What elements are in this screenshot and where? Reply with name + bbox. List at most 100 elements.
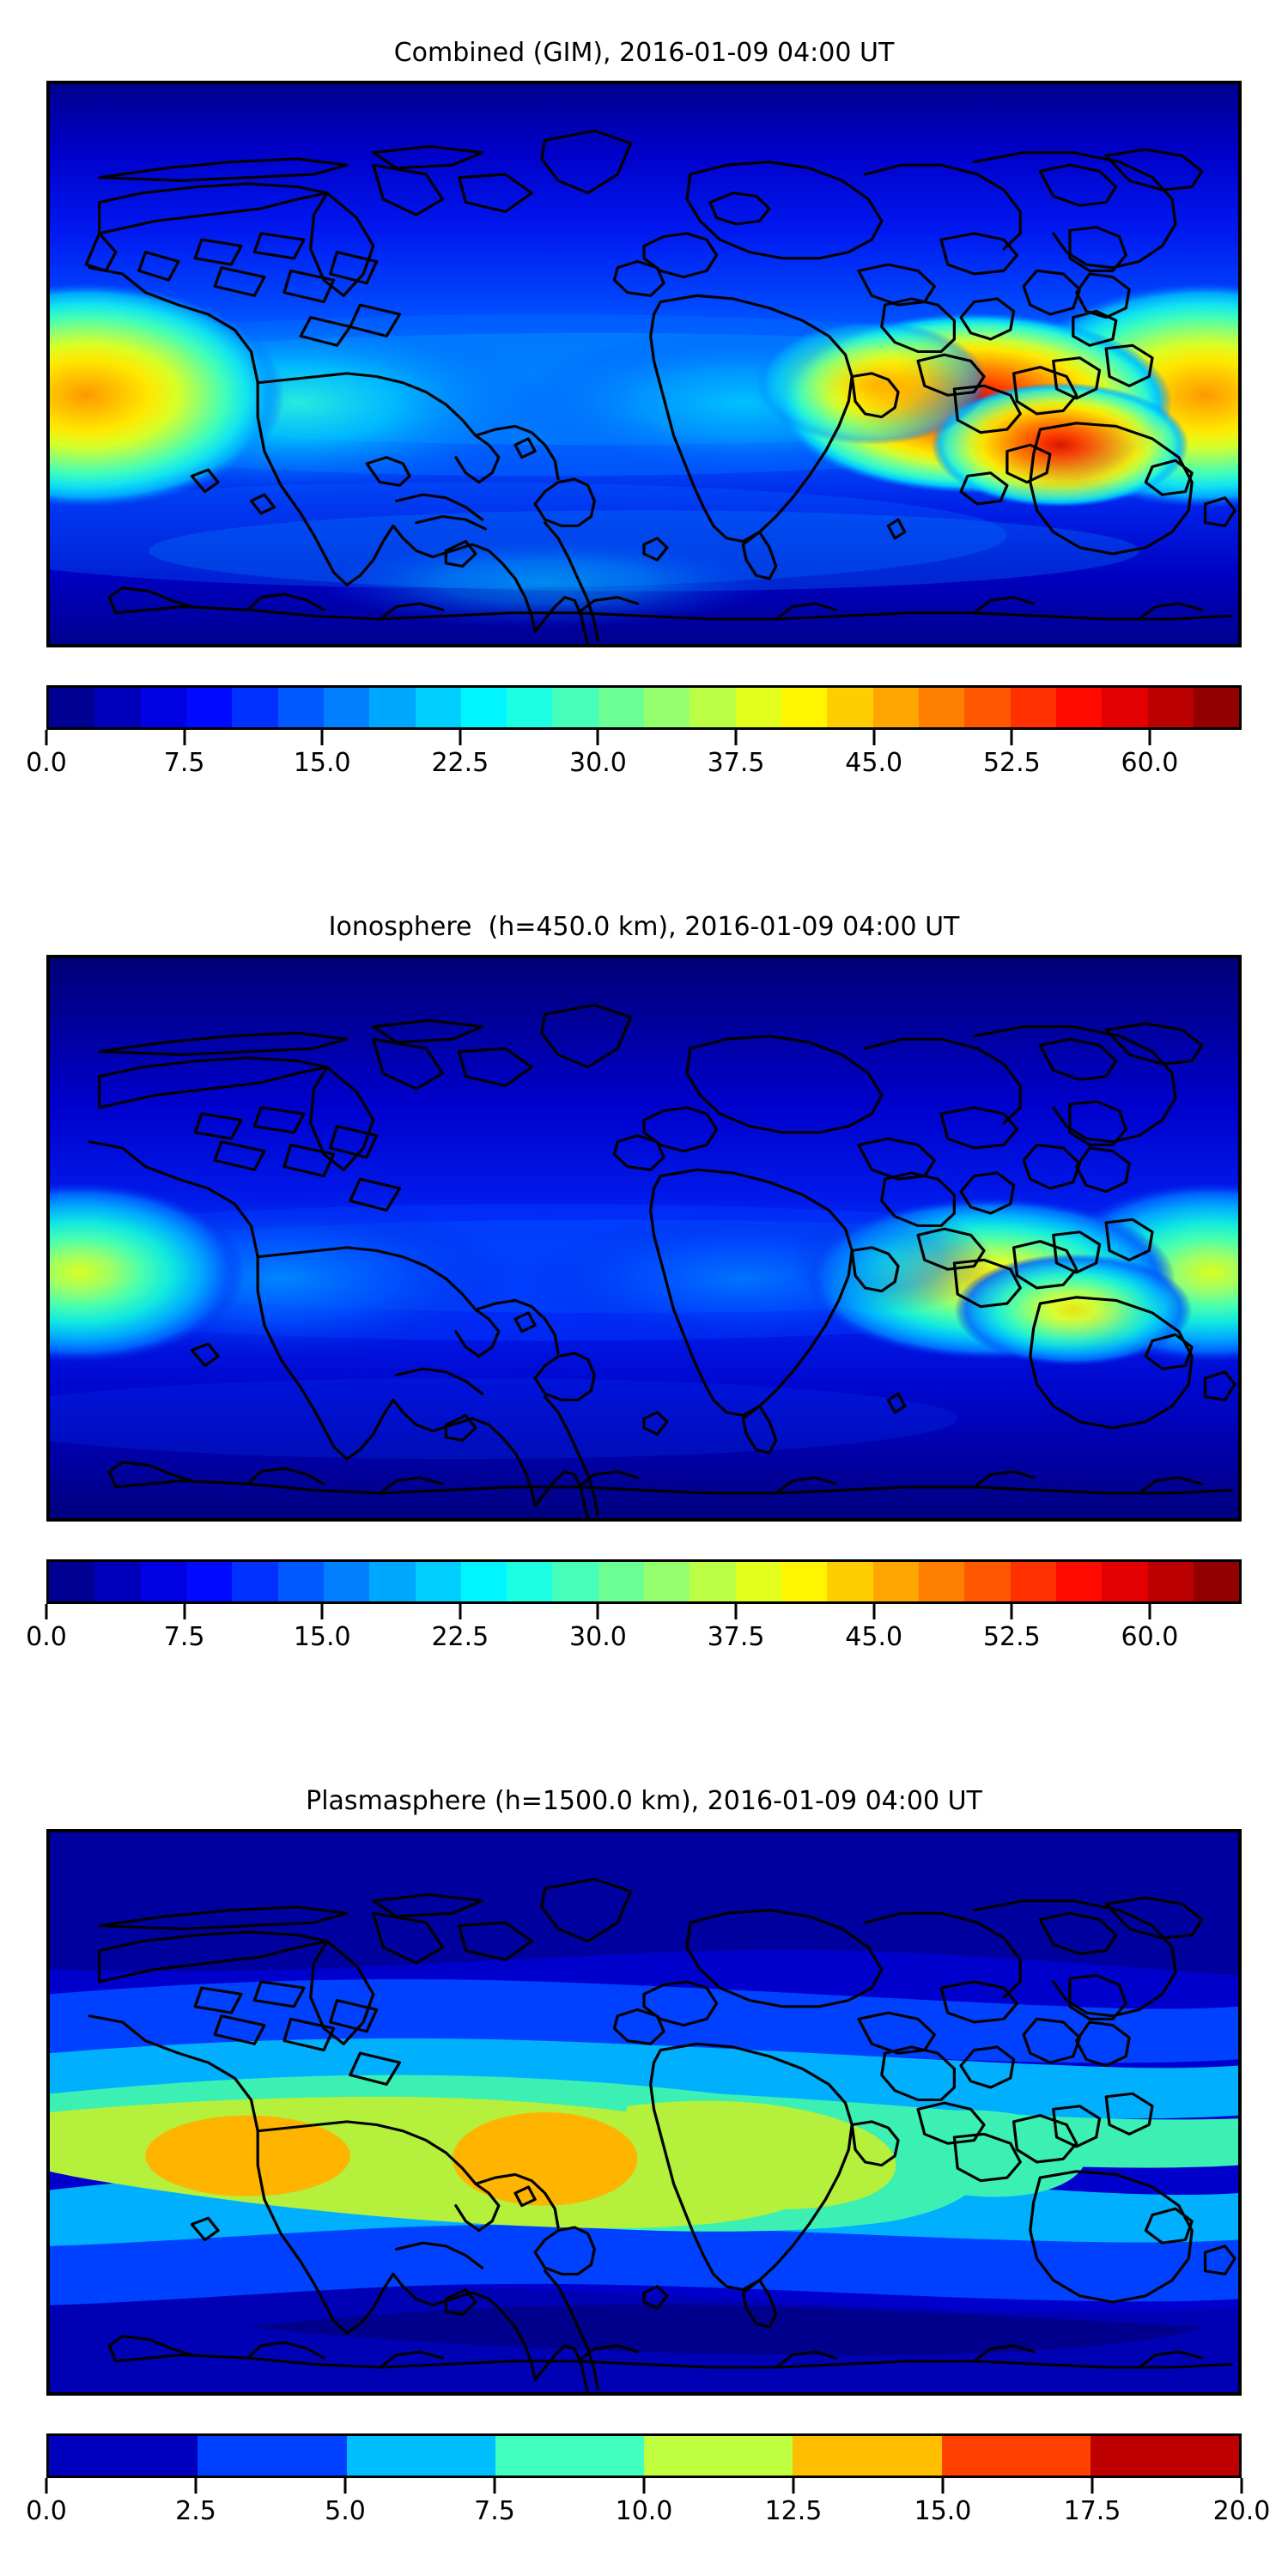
colorbar-tick	[872, 730, 876, 745]
colorbar-labels-plasmasphere: 0.0 2.5 5.0 7.5 10.0 12.5 15.0 17.5 20.0	[26, 2495, 1270, 2533]
colorbar-combined	[46, 685, 1242, 730]
colorbar-band	[323, 1562, 370, 1601]
colorbar-tick-label: 15.0	[293, 1622, 351, 1652]
contour-field-ionosphere	[50, 958, 1238, 1518]
colorbar-ticks-plasmasphere	[45, 2478, 1243, 2495]
colorbar-band	[781, 688, 828, 727]
colorbar-band	[507, 688, 553, 727]
colorbar-wrap-ionosphere: 0.0 7.5 15.0 22.5 30.0 37.5 45.0 52.5 60.0	[26, 1559, 1242, 1659]
colorbar-tick-label: 2.5	[175, 2496, 216, 2526]
map-plasmasphere	[46, 1829, 1242, 2396]
colorbar-tick	[459, 1604, 462, 1619]
colorbar-tick	[596, 730, 599, 745]
colorbar-plasmasphere	[46, 2433, 1242, 2478]
colorbar-band	[872, 688, 919, 727]
colorbar-tick-label: 7.5	[474, 2496, 515, 2526]
colorbar-tick	[1240, 2478, 1243, 2494]
colorbar-band	[1102, 1562, 1148, 1601]
colorbar-tick-label: 0.0	[26, 1622, 67, 1652]
colorbar-band	[460, 1562, 507, 1601]
colorbar-band	[918, 688, 965, 727]
colorbar-tick	[596, 1604, 599, 1619]
colorbar-band	[690, 1562, 736, 1601]
colorbar-tick	[194, 2478, 197, 2494]
map-combined-gim	[46, 81, 1242, 647]
colorbar-tick	[1010, 730, 1013, 745]
colorbar-tick-label: 30.0	[569, 748, 627, 778]
colorbar-tick-label: 17.5	[1063, 2496, 1121, 2526]
colorbar-tick	[45, 2478, 48, 2494]
colorbar-tick	[872, 1604, 876, 1619]
colorbar-tick-label: 22.5	[431, 1622, 489, 1652]
colorbar-tick	[1148, 1604, 1151, 1619]
colorbar-tick-label: 15.0	[293, 748, 351, 778]
colorbar-band	[918, 1562, 965, 1601]
colorbar-tick-label: 10.0	[615, 2496, 673, 2526]
panel-combined-gim: Combined (GIM), 2016-01-09 04:00 UT	[0, 38, 1288, 785]
colorbar-tick	[1148, 730, 1151, 745]
colorbar-band	[1010, 688, 1056, 727]
colorbar-band	[781, 1562, 828, 1601]
colorbar-band	[49, 688, 95, 727]
colorbar-tick-label: 20.0	[1212, 2496, 1271, 2526]
colorbar-tick-label: 5.0	[325, 2496, 366, 2526]
colorbar-tick	[45, 1604, 48, 1619]
colorbar-band	[941, 2436, 1091, 2476]
colorbar-band	[140, 688, 186, 727]
colorbar-band	[598, 1562, 645, 1601]
colorbar-band	[827, 1562, 873, 1601]
colorbar-tick-label: 0.0	[26, 748, 67, 778]
coastlines-ionosphere	[88, 1003, 1236, 1518]
colorbar-band	[690, 688, 736, 727]
colorbar-tick	[45, 730, 48, 745]
colorbar-band	[552, 688, 598, 727]
colorbar-band	[140, 1562, 186, 1601]
coastlines-combined	[84, 129, 1236, 644]
colorbar-band	[552, 1562, 598, 1601]
panel-title-plasmasphere: Plasmasphere (h=1500.0 km), 2016-01-09 0…	[306, 1786, 982, 1816]
colorbar-tick-label: 30.0	[569, 1622, 627, 1652]
colorbar-band	[232, 688, 278, 727]
colorbar-band	[507, 1562, 553, 1601]
colorbar-ticks-combined	[45, 730, 1242, 747]
colorbar-band	[460, 688, 507, 727]
colorbar-band	[644, 688, 690, 727]
colorbar-tick-label: 45.0	[845, 748, 903, 778]
colorbar-band	[793, 2436, 942, 2476]
colorbar-tick	[183, 730, 186, 745]
colorbar-band	[415, 688, 461, 727]
colorbar-tick	[734, 730, 738, 745]
colorbar-band	[735, 1562, 781, 1601]
colorbar-band	[598, 688, 645, 727]
colorbar-tick	[1091, 2478, 1094, 2494]
colorbar-band	[49, 1562, 95, 1601]
colorbar-band	[1010, 1562, 1056, 1601]
colorbar-tick-label: 60.0	[1121, 1622, 1179, 1652]
colorbar-band	[346, 2436, 495, 2476]
colorbar-band	[1147, 1562, 1194, 1601]
colorbar-tick	[320, 730, 324, 745]
colorbar-band	[495, 2436, 644, 2476]
colorbar-band	[1193, 1562, 1240, 1601]
colorbar-tick-label: 12.5	[764, 2496, 823, 2526]
colorbar-band	[1102, 688, 1148, 727]
colorbar-wrap-plasmasphere: 0.0 2.5 5.0 7.5 10.0 12.5 15.0 17.5 20.0	[26, 2433, 1270, 2533]
colorbar-band	[94, 688, 141, 727]
colorbar-tick	[343, 2478, 347, 2494]
panel-plasmasphere: Plasmasphere (h=1500.0 km), 2016-01-09 0…	[0, 1786, 1288, 2533]
colorbar-tick	[493, 2478, 496, 2494]
colorbar-band	[415, 1562, 461, 1601]
colorbar-tick-label: 15.0	[914, 2496, 972, 2526]
colorbar-tick-label: 22.5	[431, 748, 489, 778]
colorbar-band	[185, 688, 233, 727]
colorbar-band	[94, 1562, 141, 1601]
colorbar-ionosphere	[46, 1559, 1242, 1604]
colorbar-tick	[1010, 1604, 1013, 1619]
colorbar-tick-label: 60.0	[1121, 748, 1179, 778]
colorbar-band	[1055, 688, 1103, 727]
colorbar-tick	[183, 1604, 186, 1619]
panel-title-combined: Combined (GIM), 2016-01-09 04:00 UT	[393, 38, 895, 68]
colorbar-tick-label: 7.5	[163, 748, 205, 778]
colorbar-tick	[792, 2478, 795, 2494]
